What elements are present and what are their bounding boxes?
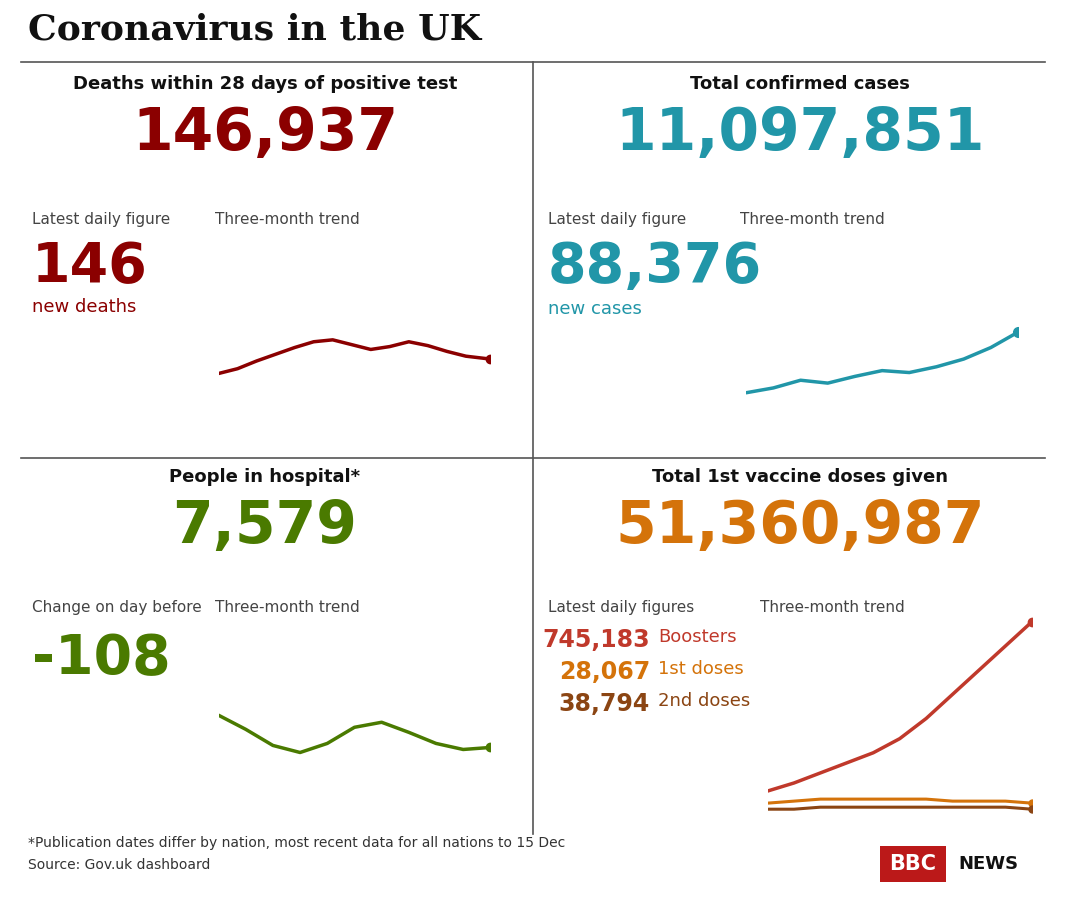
Text: -108: -108 (32, 632, 171, 686)
Text: 7,579: 7,579 (173, 498, 357, 555)
Text: 38,794: 38,794 (559, 692, 650, 716)
Text: Latest daily figure: Latest daily figure (32, 212, 171, 227)
Text: NEWS: NEWS (958, 855, 1018, 873)
Text: Latest daily figure: Latest daily figure (548, 212, 687, 227)
Text: Total 1st vaccine doses given: Total 1st vaccine doses given (652, 468, 948, 486)
Text: 28,067: 28,067 (559, 660, 650, 684)
Text: 1st doses: 1st doses (658, 660, 744, 678)
FancyBboxPatch shape (881, 846, 946, 882)
Text: new deaths: new deaths (32, 298, 136, 316)
Text: 2nd doses: 2nd doses (658, 692, 750, 710)
Text: Three-month trend: Three-month trend (740, 212, 885, 227)
Text: *Publication dates differ by nation, most recent data for all nations to 15 Dec: *Publication dates differ by nation, mos… (28, 836, 565, 850)
Text: Total confirmed cases: Total confirmed cases (690, 75, 910, 93)
Text: Change on day before: Change on day before (32, 600, 201, 615)
Text: Source: Gov.uk dashboard: Source: Gov.uk dashboard (28, 858, 210, 872)
Text: Three-month trend: Three-month trend (760, 600, 905, 615)
Text: Coronavirus in the UK: Coronavirus in the UK (28, 12, 481, 46)
Text: Latest daily figures: Latest daily figures (548, 600, 694, 615)
Text: new cases: new cases (548, 300, 642, 318)
Text: Deaths within 28 days of positive test: Deaths within 28 days of positive test (72, 75, 457, 93)
Text: 11,097,851: 11,097,851 (615, 105, 985, 162)
Text: Three-month trend: Three-month trend (215, 600, 359, 615)
Text: 745,183: 745,183 (543, 628, 650, 652)
Text: 146: 146 (32, 240, 148, 294)
Text: 88,376: 88,376 (548, 240, 762, 294)
Text: 51,360,987: 51,360,987 (615, 498, 985, 555)
Text: BBC: BBC (889, 854, 937, 874)
Text: People in hospital*: People in hospital* (169, 468, 360, 486)
Text: Three-month trend: Three-month trend (215, 212, 359, 227)
Text: 146,937: 146,937 (132, 105, 398, 162)
Text: Boosters: Boosters (658, 628, 737, 646)
